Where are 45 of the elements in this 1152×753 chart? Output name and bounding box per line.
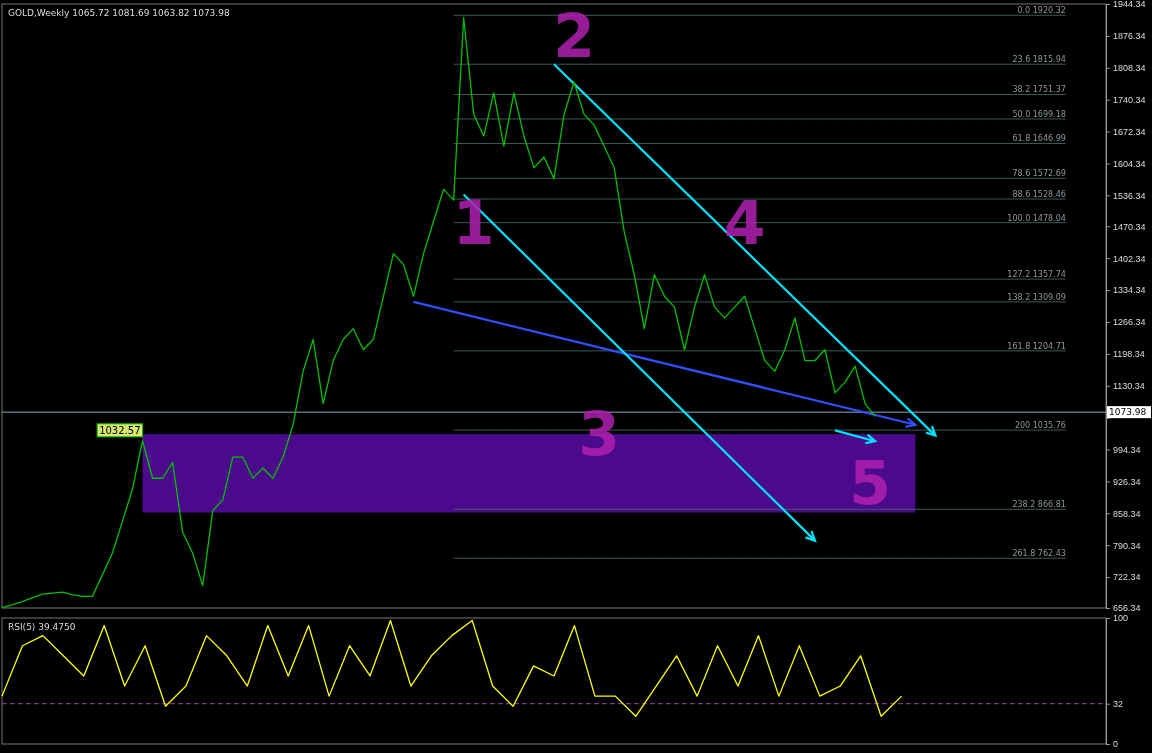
y-tick-label: 32: [1113, 699, 1124, 710]
chart-title: RSI(5) 39.4750: [8, 622, 76, 632]
ref-line-label: 200 1035.76: [1014, 421, 1066, 431]
annotation: 1: [452, 188, 495, 259]
annotation: 5: [849, 447, 892, 518]
annotation: 2: [553, 0, 595, 71]
y-tick-label: 1198.34: [1113, 349, 1145, 360]
y-tick-label: 1740.34: [1113, 95, 1146, 106]
ref-line-label: 161.8 1204.71: [1007, 341, 1066, 351]
annotation: 4: [723, 188, 766, 259]
chart-title: GOLD,Weekly 1065.72 1081.69 1063.82 1073.98: [8, 8, 230, 18]
y-tick-label: 722.34: [1113, 572, 1141, 583]
ref-line-label: 38.2 1751.37: [1012, 85, 1066, 95]
ref-line-label: 238.2 866.81: [1012, 500, 1066, 510]
y-tick-label: 1944.34: [1113, 0, 1146, 10]
y-tick-label: 1470.34: [1113, 221, 1146, 232]
ref-line-label: 1073.98: [1109, 407, 1147, 418]
y-tick-label: 1876.34: [1113, 31, 1146, 42]
y-tick-label: 1808.34: [1113, 63, 1146, 74]
ref-line-label: 138.2 1309.09: [1007, 292, 1066, 302]
y-tick-label: 1334.34: [1113, 285, 1146, 296]
ref-line-label: 127.2 1357.74: [1007, 270, 1066, 280]
y-tick-label: 858.34: [1113, 508, 1141, 519]
line-series: [1, 619, 903, 717]
annotation: 1032.57: [99, 424, 141, 436]
y-tick-label: 1266.34: [1113, 317, 1146, 328]
y-tick-label: 1536.34: [1113, 190, 1146, 201]
y-tick-label: 0: [1113, 739, 1119, 750]
ref-line-label: 261.8 762.43: [1012, 549, 1066, 559]
y-tick-label: 1402.34: [1113, 253, 1146, 264]
y-tick-label: 656.34: [1113, 603, 1141, 614]
ref-line-label: 61.8 1646.99: [1012, 134, 1066, 144]
ref-line-label: 100.0 1478.04: [1007, 213, 1066, 223]
y-tick-label: 1130.34: [1113, 381, 1145, 392]
ref-line-label: 50.0 1699.18: [1012, 109, 1066, 119]
y-tick-label: 1604.34: [1113, 158, 1146, 169]
y-tick-label: 926.34: [1113, 476, 1141, 487]
ref-line-label: 23.6 1815.94: [1012, 55, 1066, 65]
y-tick-label: 790.34: [1113, 540, 1141, 551]
ref-line-label: 0.0 1920.32: [1017, 6, 1066, 16]
y-tick-label: 994.34: [1113, 444, 1141, 455]
ref-line-label: 88.6 1528.46: [1012, 190, 1066, 200]
y-tick-label: 1672.34: [1113, 126, 1146, 137]
ref-line-label: 78.6 1572.69: [1012, 169, 1066, 179]
y-tick-label: 100: [1113, 613, 1129, 624]
